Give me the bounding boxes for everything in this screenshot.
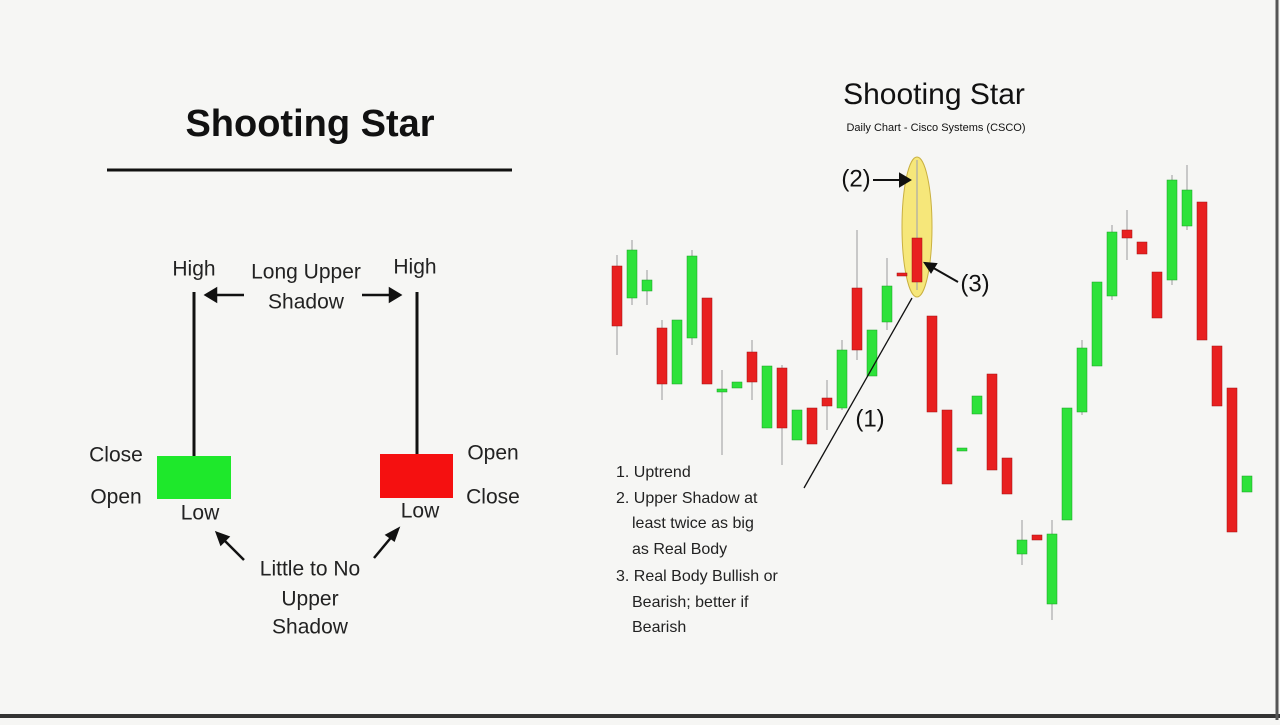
label: Open [467, 442, 518, 465]
note: Shadow [272, 616, 349, 639]
red-body [380, 454, 453, 498]
label: Close [89, 444, 143, 467]
label: Open [90, 486, 141, 509]
note-line: Bearish; better if [632, 594, 749, 611]
label: High [172, 258, 215, 281]
note-line: Bearish [632, 619, 686, 636]
note-line: 3. Real Body Bullish or [616, 568, 779, 585]
chart-title: Shooting Star [843, 78, 1025, 111]
left-title: Shooting Star [185, 103, 434, 145]
green-body [157, 456, 231, 499]
note-line: as Real Body [632, 541, 727, 558]
pointers [803, 172, 959, 489]
marker: (3) [960, 270, 989, 297]
arrows [203, 286, 403, 561]
note-line: least twice as big [632, 515, 754, 532]
note: Shadow [268, 291, 345, 314]
note: Little to No [260, 558, 360, 581]
note-line: 2. Upper Shadow at [616, 490, 758, 507]
note-line: 1. Uptrend [616, 464, 691, 481]
candles [611, 160, 1253, 620]
note: Long Upper [251, 261, 361, 284]
marker: (2) [841, 165, 870, 192]
marker: (1) [855, 405, 884, 432]
label: Low [401, 500, 440, 523]
note: Upper [281, 588, 338, 611]
label: Low [181, 502, 220, 525]
label: High [393, 256, 436, 279]
label: Close [466, 486, 520, 509]
chart-subtitle: Daily Chart - Cisco Systems (CSCO) [846, 122, 1025, 134]
